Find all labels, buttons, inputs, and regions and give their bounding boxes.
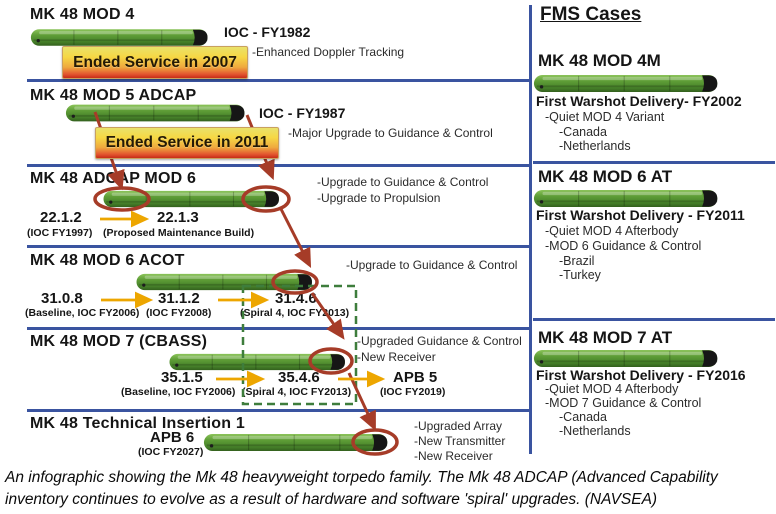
upgrade-highlight-ellipse bbox=[351, 428, 399, 456]
fms-detail: -Quiet MOD 4 Afterbody bbox=[545, 224, 679, 238]
section-divider bbox=[533, 161, 775, 164]
ioc-label: IOC - FY1982 bbox=[224, 24, 311, 40]
torpedo-graphic-mod4m bbox=[533, 73, 719, 94]
torpedo-graphic-ti1 bbox=[203, 432, 389, 453]
upgrade-detail: -Upgrade to Guidance & Control bbox=[317, 175, 489, 189]
version-note: (IOC FY2019) bbox=[380, 386, 446, 398]
software-version: 31.1.2 bbox=[158, 290, 200, 307]
upgrade-detail: -Upgrade to Guidance & Control bbox=[346, 258, 518, 272]
section-title: MK 48 MOD 7 (CBASS) bbox=[30, 333, 208, 350]
warshot-delivery-label: First Warshot Delivery- FY2002 bbox=[536, 93, 742, 109]
warshot-delivery-label: First Warshot Delivery - FY2011 bbox=[536, 207, 745, 223]
fms-detail: -Quiet MOD 4 Variant bbox=[545, 110, 665, 124]
upgrade-highlight-ellipse bbox=[241, 185, 291, 213]
torpedo-graphic-mod7-at bbox=[533, 348, 719, 369]
software-version: 35.1.5 bbox=[161, 369, 203, 386]
torpedo-graphic-mod4 bbox=[30, 28, 209, 47]
section-divider bbox=[27, 245, 530, 248]
ended-service-label: Ended Service in 2007 bbox=[73, 53, 237, 71]
version-note: (Baseline, IOC FY2006) bbox=[25, 307, 140, 319]
fms-detail: -MOD 6 Guidance & Control bbox=[545, 239, 702, 253]
fms-country: -Netherlands bbox=[559, 139, 631, 153]
flow-arrow bbox=[347, 372, 376, 432]
upgrade-detail: -Upgraded Array bbox=[414, 419, 503, 433]
section-divider bbox=[27, 327, 530, 330]
software-version: 31.4.6 bbox=[275, 290, 317, 307]
flow-arrow bbox=[279, 208, 312, 269]
section-divider bbox=[533, 318, 775, 321]
torpedo-graphic-mod6-at bbox=[533, 188, 719, 209]
fms-case-title: MK 48 MOD 7 AT bbox=[538, 328, 673, 347]
caption-line-2: inventory continues to evolve as a resul… bbox=[5, 491, 658, 508]
software-version: 35.4.6 bbox=[278, 369, 320, 386]
caption-line-1: An infographic showing the Mk 48 heavywe… bbox=[5, 469, 718, 486]
upgrade-detail: -Enhanced Doppler Tracking bbox=[252, 45, 405, 59]
software-version: 22.1.3 bbox=[157, 209, 199, 226]
fms-country: -Turkey bbox=[559, 268, 601, 282]
version-note: (Baseline, IOC FY2006) bbox=[121, 386, 236, 398]
section-title: MK 48 ADCAP MOD 6 bbox=[30, 170, 197, 187]
version-note: (IOC FY2008) bbox=[146, 307, 212, 319]
upgrade-detail: -Upgraded Guidance & Control bbox=[357, 334, 522, 348]
ended-service-label: Ended Service in 2011 bbox=[105, 134, 269, 151]
upgrade-detail: -New Receiver bbox=[357, 350, 436, 364]
section-divider bbox=[27, 164, 530, 167]
section-title: MK 48 MOD 4 bbox=[30, 6, 135, 23]
upgrade-detail: -New Transmitter bbox=[414, 434, 506, 448]
fms-case-title: MK 48 MOD 6 AT bbox=[538, 167, 673, 186]
section-divider bbox=[27, 409, 530, 412]
section-title: MK 48 MOD 6 ACOT bbox=[30, 252, 185, 269]
upgrade-detail: -Upgrade to Propulsion bbox=[317, 191, 441, 205]
section-title: MK 48 MOD 5 ADCAP bbox=[30, 87, 197, 104]
upgrade-highlight-ellipse bbox=[93, 186, 151, 212]
fms-country: -Canada bbox=[559, 125, 607, 139]
fms-cases-heading: FMS Cases bbox=[540, 4, 642, 25]
version-note: (IOC FY1997) bbox=[27, 227, 93, 239]
fms-case-title: MK 48 MOD 4M bbox=[538, 51, 661, 70]
software-version: APB 5 bbox=[393, 369, 438, 386]
ended-service-badge: Ended Service in 2007 bbox=[62, 46, 248, 79]
version-note: (IOC FY2027) bbox=[138, 446, 204, 458]
version-note: (Proposed Maintenance Build) bbox=[103, 227, 255, 239]
upgrade-detail: -New Receiver bbox=[414, 449, 493, 463]
software-version: APB 6 bbox=[150, 429, 195, 446]
software-version: 31.0.8 bbox=[41, 290, 83, 307]
ended-service-badge: Ended Service in 2011 bbox=[95, 127, 279, 159]
version-note: (Spiral 4, IOC FY2013) bbox=[240, 307, 350, 319]
software-version: 22.1.2 bbox=[40, 209, 82, 226]
fms-detail: -MOD 7 Guidance & Control bbox=[545, 396, 702, 410]
torpedo-graphic-mod7-cbass bbox=[168, 352, 346, 372]
fms-country: -Canada bbox=[559, 410, 607, 424]
version-note: (Spiral 4, IOC FY2013) bbox=[242, 386, 352, 398]
warshot-delivery-label: First Warshot Delivery - FY2016 bbox=[536, 367, 746, 383]
column-separator-line bbox=[529, 5, 532, 454]
torpedo-graphic-mod5-adcap bbox=[65, 103, 246, 123]
ioc-label: IOC - FY1987 bbox=[259, 105, 346, 121]
fms-country: -Brazil bbox=[559, 254, 595, 268]
fms-detail: -Quiet MOD 4 Afterbody bbox=[545, 382, 679, 396]
upgrade-detail: -Major Upgrade to Guidance & Control bbox=[288, 126, 493, 140]
torpedo-graphic-adcap-mod6 bbox=[102, 189, 280, 209]
torpedo-graphic-mod6-acot bbox=[135, 272, 313, 292]
section-divider bbox=[27, 79, 530, 82]
section-title: MK 48 Technical Insertion 1 bbox=[30, 415, 245, 432]
fms-country: -Netherlands bbox=[559, 424, 631, 438]
